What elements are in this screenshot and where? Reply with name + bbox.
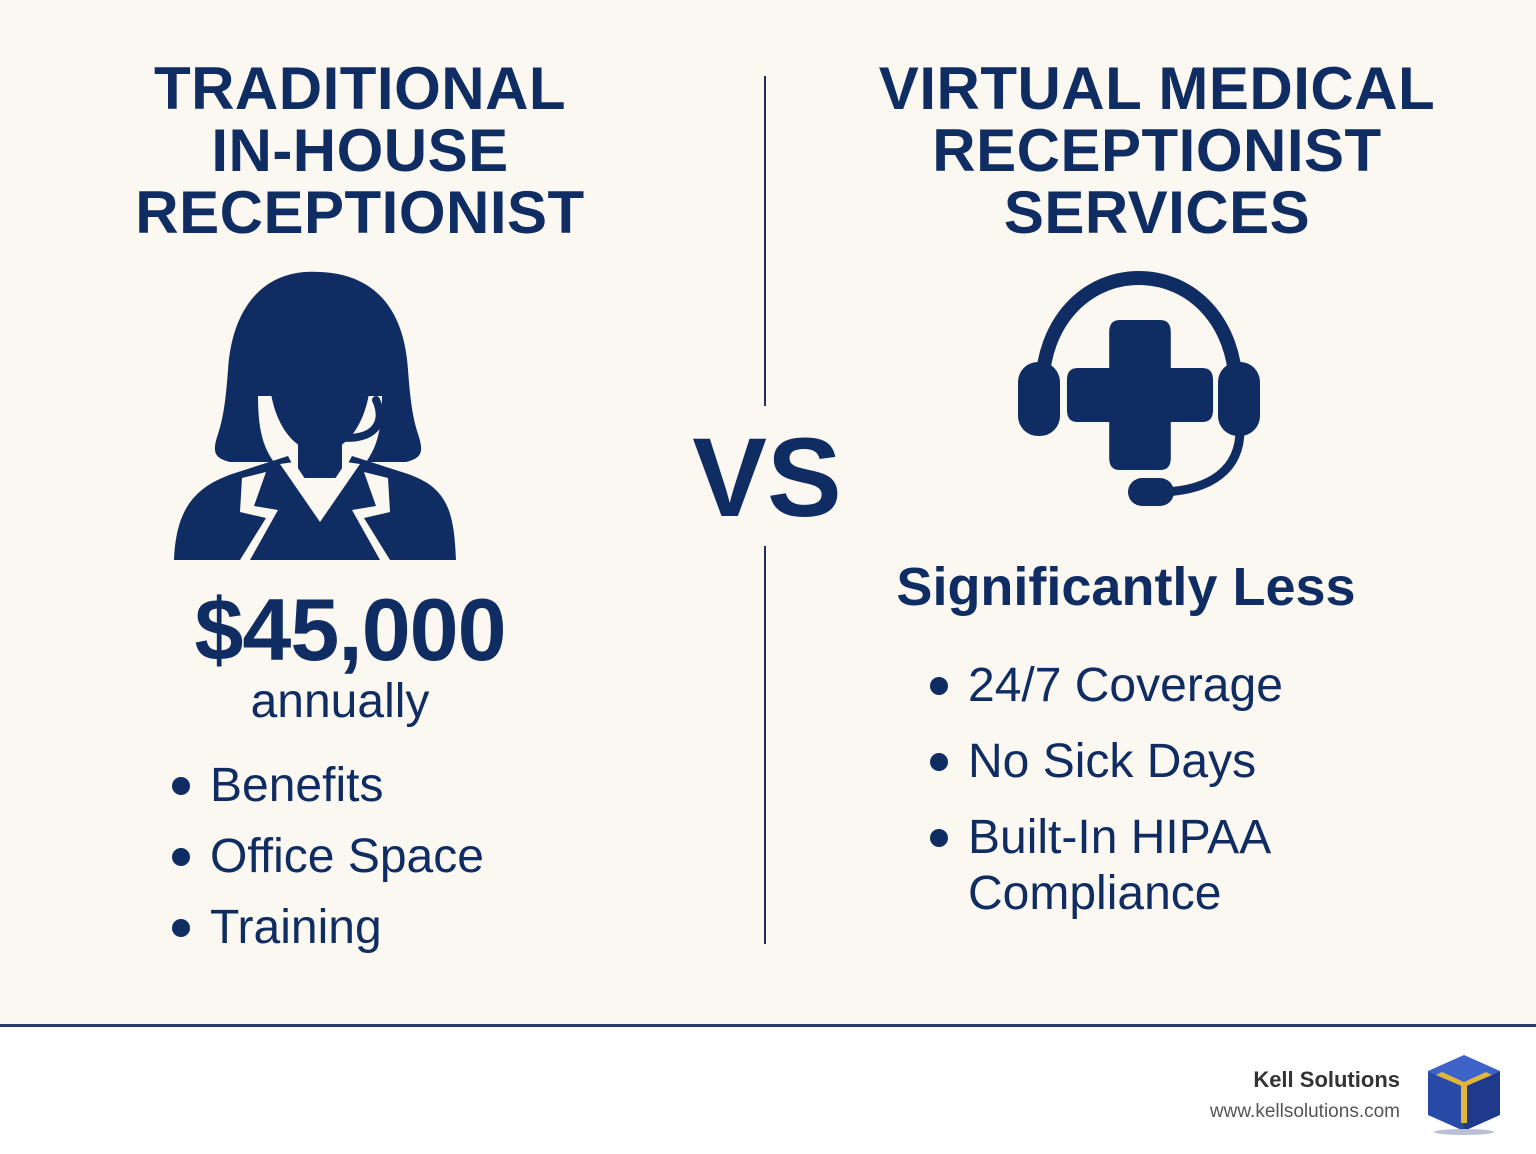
divider-top [764,76,766,406]
list-item: No Sick Days [928,734,1448,790]
list-item: Built-In HIPAA Compliance [928,810,1448,922]
traditional-heading-line-2: IN-HOUSE [211,117,509,184]
vs-label: VS [692,415,842,540]
traditional-heading-line-1: TRADITIONAL [153,55,567,122]
brand-name: Kell Solutions [1253,1067,1400,1092]
traditional-heading: TRADITIONAL IN-HOUSE RECEPTIONIST [0,58,730,244]
virtual-benefit-list: 24/7 Coverage No Sick Days Built-In HIPA… [928,658,1448,942]
brand-url: www.kellsolutions.com [1209,1101,1400,1122]
virtual-heading-line-3: SERVICES [1003,179,1311,246]
medical-cross-headset-icon [1018,270,1260,506]
list-item: 24/7 Coverage [928,658,1448,714]
virtual-heading: VIRTUAL MEDICAL RECEPTIONIST SERVICES [784,58,1530,244]
kell-solutions-cube-logo-icon [1428,1055,1500,1135]
list-item: Training [170,902,484,954]
traditional-heading-line-3: RECEPTIONIST [135,179,585,246]
receptionist-headset-person-icon [174,271,456,560]
list-item: Benefits [170,760,484,812]
traditional-cost-list: Benefits Office Space Training [170,760,484,973]
virtual-heading-line-1: VIRTUAL MEDICAL [878,55,1436,122]
virtual-heading-line-2: RECEPTIONIST [932,117,1382,184]
traditional-price-period: annually [250,675,430,728]
list-item: Office Space [170,831,484,883]
virtual-cost-summary: Significantly Less [896,557,1356,617]
footer: Kell Solutions www.kellsolutions.com [0,1024,1536,1154]
traditional-price: $45,000 [194,580,506,679]
comparison-panel: TRADITIONAL IN-HOUSE RECEPTIONIST $45,00… [0,57,1530,973]
divider-bottom [764,546,766,944]
